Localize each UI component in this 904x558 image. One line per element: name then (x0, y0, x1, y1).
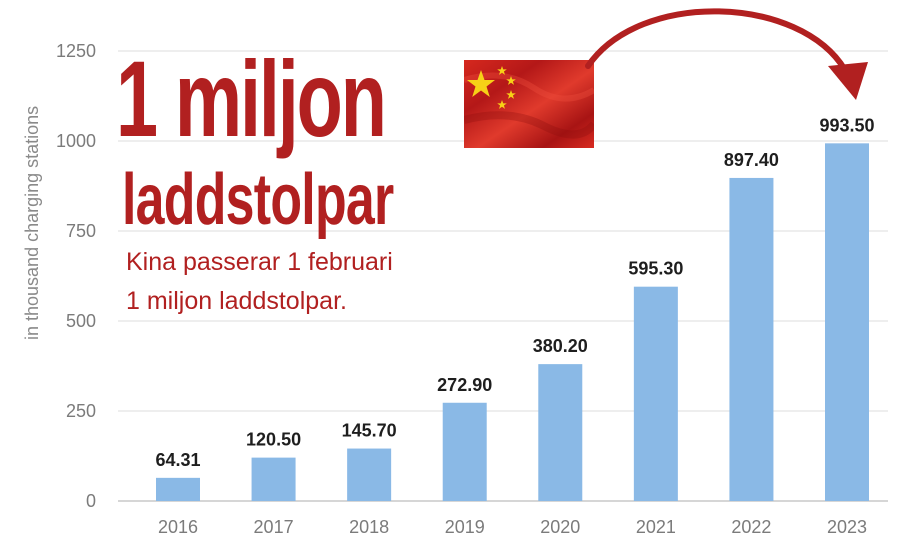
y-tick-label: 1250 (56, 41, 96, 61)
y-tick-label: 500 (66, 311, 96, 331)
x-tick-label: 2021 (636, 517, 676, 537)
china-flag-icon (464, 60, 594, 148)
headline-line-2: laddstolpar (122, 160, 394, 240)
data-label: 993.50 (819, 115, 874, 135)
data-labels: 64.31 120.50 145.70 272.90 380.20 595.30 897.4… (155, 115, 874, 470)
data-label: 145.70 (342, 421, 397, 441)
bar (156, 477, 200, 501)
bar (347, 448, 392, 501)
x-tick-label: 2019 (445, 517, 485, 537)
x-axis-ticks: 2016 2017 2018 2019 2020 2021 2022 2023 (158, 517, 867, 537)
subtext-line-2: 1 miljon laddstolpar. (126, 287, 347, 315)
y-tick-label: 0 (86, 491, 96, 511)
data-label: 380.20 (533, 336, 588, 356)
x-tick-label: 2017 (254, 517, 294, 537)
bar (251, 457, 296, 501)
data-label: 120.50 (246, 430, 301, 450)
y-tick-label: 250 (66, 401, 96, 421)
x-tick-label: 2022 (731, 517, 771, 537)
x-tick-label: 2023 (827, 517, 867, 537)
x-tick-label: 2018 (349, 517, 389, 537)
x-tick-label: 2016 (158, 517, 198, 537)
bar (633, 286, 678, 501)
bar (442, 402, 487, 501)
data-label: 595.30 (628, 259, 683, 279)
headline-line-1: 1 miljon (116, 38, 387, 159)
bar (825, 143, 869, 501)
bars (156, 143, 869, 501)
bar (729, 177, 774, 501)
bar (538, 364, 583, 501)
y-axis-ticks: 0 250 500 750 1000 1250 (56, 41, 96, 511)
y-tick-label: 1000 (56, 131, 96, 151)
y-tick-label: 750 (66, 221, 96, 241)
y-axis-label: in thousand charging stations (22, 106, 42, 340)
data-label: 272.90 (437, 375, 492, 395)
subtext-line-1: Kina passerar 1 februari (126, 248, 393, 276)
data-label: 64.31 (155, 450, 200, 470)
x-tick-label: 2020 (540, 517, 580, 537)
data-label: 897.40 (724, 150, 779, 170)
